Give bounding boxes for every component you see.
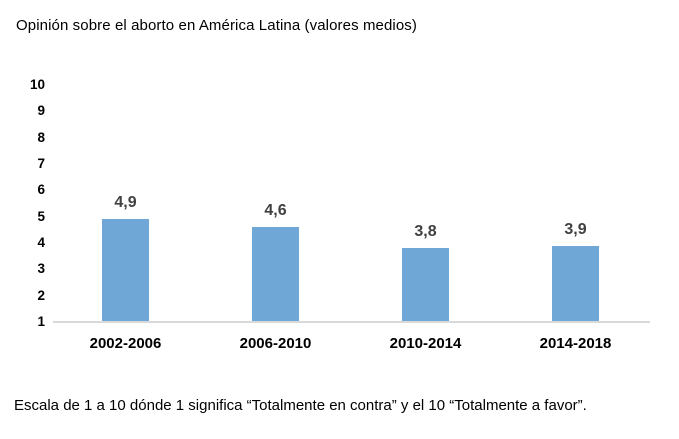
scale-footnote: Escala de 1 a 10 dónde 1 significa “Tota…	[14, 397, 587, 414]
bar-value-label: 4,6	[264, 202, 287, 220]
y-tick-label: 7	[37, 156, 45, 171]
y-tick-label: 5	[37, 208, 45, 224]
bar	[252, 227, 299, 321]
bar-value-label: 4,9	[114, 194, 137, 212]
x-axis-line	[53, 321, 650, 323]
x-tick-label: 2010-2014	[389, 335, 462, 352]
y-tick-label: 4	[37, 235, 45, 250]
y-tick-label: 2	[37, 287, 45, 303]
y-tick-label: 10	[29, 77, 45, 92]
x-tick-label: 2006-2010	[239, 335, 312, 352]
bar	[102, 219, 149, 321]
bar	[552, 245, 599, 321]
x-tick-label: 2014-2018	[539, 335, 612, 352]
bar-value-label: 3,9	[564, 220, 587, 238]
y-tick-label: 6	[37, 182, 45, 198]
y-tick-label: 3	[37, 261, 45, 277]
y-tick-label: 1	[37, 314, 45, 329]
bar	[402, 248, 449, 321]
bar-value-label: 3,8	[414, 223, 437, 241]
y-tick-label: 9	[37, 103, 45, 119]
x-tick-label: 2002-2006	[89, 335, 162, 352]
y-tick-label: 8	[37, 129, 45, 145]
chart-title: Opinión sobre el aborto en América Latin…	[16, 17, 418, 34]
